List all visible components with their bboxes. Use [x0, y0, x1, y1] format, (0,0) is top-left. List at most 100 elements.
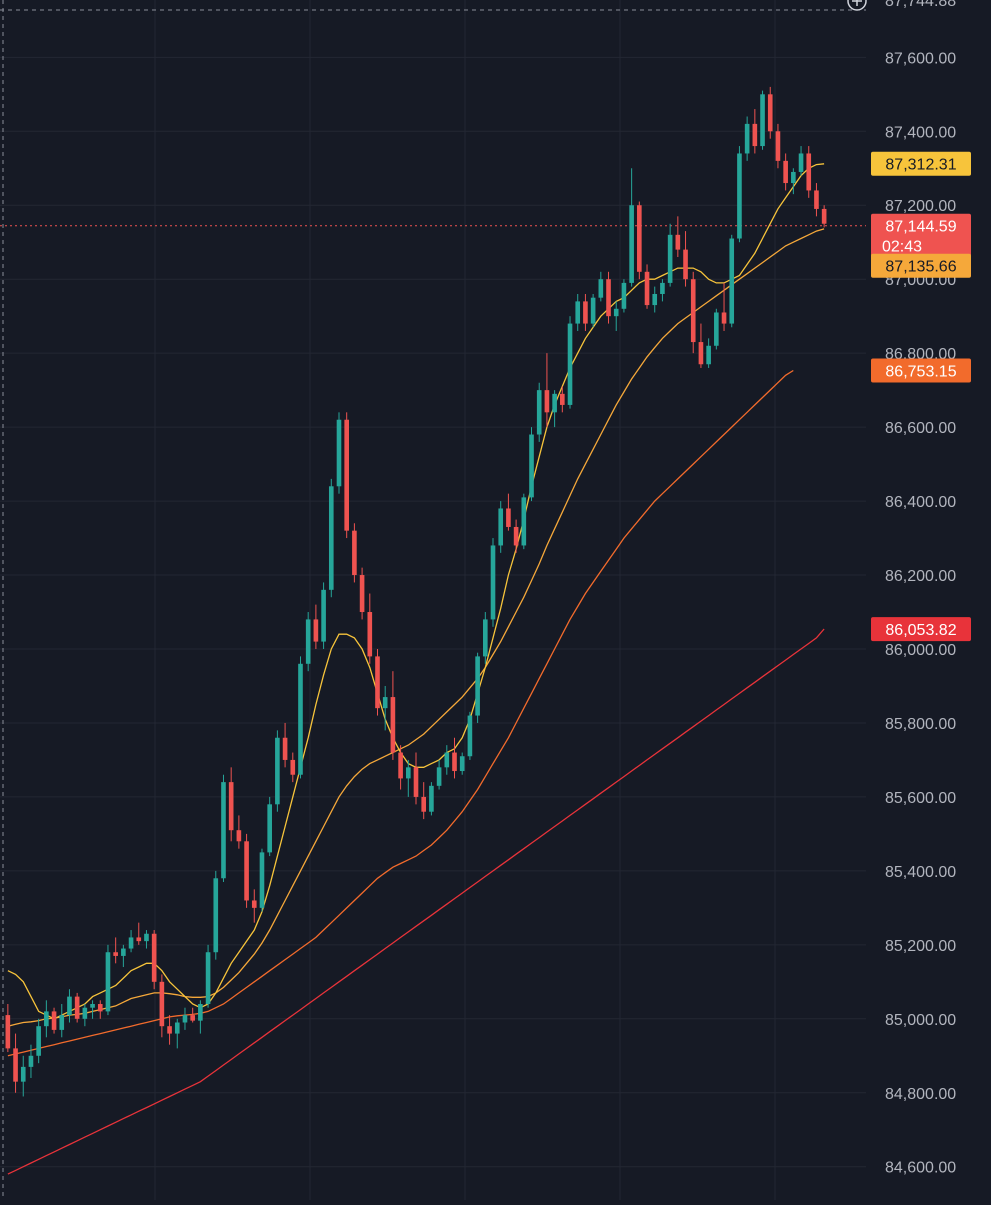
candle-body: [90, 1004, 95, 1008]
ma-mid-line: [7, 228, 825, 1027]
candle-body: [198, 1004, 203, 1021]
candle-body: [267, 804, 272, 853]
candle: [821, 205, 827, 228]
candles: [5, 86, 827, 1097]
candle-body: [660, 282, 665, 294]
candle: [28, 1044, 34, 1078]
candle-body: [498, 508, 504, 546]
candle: [752, 109, 758, 154]
candle-body: [644, 271, 650, 306]
candle: [814, 183, 819, 217]
y-tick-label: 85,000.00: [885, 1012, 956, 1029]
candle: [182, 1007, 188, 1030]
candle: [105, 944, 111, 1016]
candle-body: [113, 952, 118, 956]
candle-body: [244, 841, 249, 901]
candle: [798, 146, 804, 176]
y-tick-label: 87,400.00: [885, 124, 956, 141]
candle: [721, 282, 727, 331]
candle: [575, 293, 581, 331]
candle-body: [806, 153, 812, 191]
candle: [405, 759, 411, 797]
candle-body: [752, 123, 758, 147]
candle: [121, 944, 126, 968]
y-tick-label: 87,600.00: [885, 50, 956, 67]
candle-body: [352, 530, 357, 576]
last-price-tag: 87,144.59 02:43: [871, 213, 971, 258]
candle: [444, 745, 450, 775]
y-tick-label: 86,000.00: [885, 642, 956, 659]
candle: [606, 271, 611, 324]
candle-body: [629, 205, 634, 283]
y-tick-label: 84,600.00: [885, 1160, 956, 1177]
candle: [767, 86, 773, 139]
y-tick-label: 86,600.00: [885, 420, 956, 437]
candle: [675, 216, 681, 258]
candle: [613, 301, 619, 331]
candle: [167, 1015, 172, 1045]
candle-body: [544, 390, 550, 413]
candle: [336, 412, 342, 494]
candle-body: [28, 1055, 34, 1067]
candle: [352, 523, 357, 583]
candle-body: [298, 663, 303, 775]
candle: [637, 201, 642, 280]
candle-body: [128, 937, 134, 949]
candle: [544, 353, 550, 428]
candle: [367, 593, 373, 664]
candle: [259, 848, 265, 912]
candle: [783, 153, 788, 191]
candle: [590, 293, 596, 328]
candle-body: [598, 279, 604, 298]
candle-body: [275, 737, 280, 805]
candle: [67, 989, 72, 1023]
candle: [652, 286, 658, 313]
candle-body: [282, 737, 288, 760]
candle: [390, 671, 396, 760]
candle-body: [721, 312, 727, 324]
add-plus-icon[interactable]: [847, 0, 867, 11]
candle: [90, 1000, 95, 1019]
candle: [313, 604, 319, 649]
candle-body: [667, 234, 673, 283]
candle-body: [136, 937, 142, 942]
candle: [321, 582, 326, 649]
candle: [205, 944, 211, 1008]
candle-body: [221, 782, 226, 879]
candle-body: [20, 1066, 26, 1082]
candle-body: [652, 293, 658, 306]
candle: [413, 752, 419, 805]
candle: [729, 234, 735, 328]
candle: [621, 279, 627, 313]
candle: [452, 737, 457, 779]
candle-body: [675, 234, 681, 250]
candle: [251, 889, 257, 923]
candle: [683, 231, 688, 287]
candle-body: [305, 619, 311, 664]
candle: [513, 519, 519, 553]
candle-body: [552, 393, 557, 413]
price-tag-ma-long: 86,753.15: [871, 358, 971, 383]
candle-body: [359, 575, 365, 613]
candle-body: [814, 190, 819, 209]
candle: [467, 711, 473, 760]
candle-body: [459, 756, 465, 772]
candle-body: [290, 759, 296, 775]
candle-body: [482, 619, 488, 657]
candle-body: [490, 545, 496, 620]
candle-body: [344, 419, 350, 531]
candle-body: [67, 996, 72, 1016]
candle-body: [791, 171, 796, 184]
candle-body: [429, 785, 434, 812]
y-tick-label: 87,200.00: [885, 198, 956, 215]
candle-body: [190, 1015, 195, 1021]
candle: [429, 782, 434, 816]
candle-body: [321, 589, 326, 642]
candle-body: [583, 301, 588, 324]
top-price-label: 87,744.88: [885, 0, 956, 10]
candle: [51, 1007, 57, 1034]
